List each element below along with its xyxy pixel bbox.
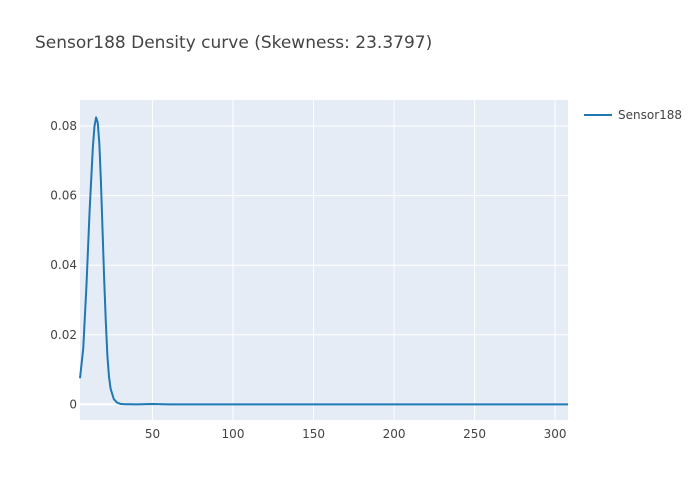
x-axis-ticks: 50 100 150 200 250 300 — [145, 427, 567, 441]
y-tick-label-4: 0.08 — [50, 119, 77, 133]
y-tick-label-2: 0.04 — [50, 258, 77, 272]
plot-area — [80, 100, 568, 420]
x-tick-label-300: 300 — [544, 427, 567, 441]
y-tick-label-3: 0.06 — [50, 189, 77, 203]
x-tick-label-250: 250 — [463, 427, 486, 441]
y-axis-ticks: 0 0.02 0.04 0.06 0.08 — [50, 119, 77, 411]
x-tick-label-200: 200 — [383, 427, 406, 441]
y-tick-label-0: 0 — [69, 397, 77, 411]
series-layer — [79, 116, 568, 406]
legend-label-sensor188: Sensor188 — [618, 108, 682, 122]
x-tick-label-150: 150 — [302, 427, 325, 441]
x-tick-label-50: 50 — [145, 427, 160, 441]
x-gridlines — [151, 100, 556, 420]
legend[interactable]: Sensor188 — [584, 108, 682, 122]
x-tick-label-100: 100 — [222, 427, 245, 441]
y-tick-label-1: 0.02 — [50, 328, 77, 342]
chart-title: Sensor188 Density curve (Skewness: 23.37… — [35, 33, 433, 53]
series-line-sensor188 — [79, 116, 568, 406]
